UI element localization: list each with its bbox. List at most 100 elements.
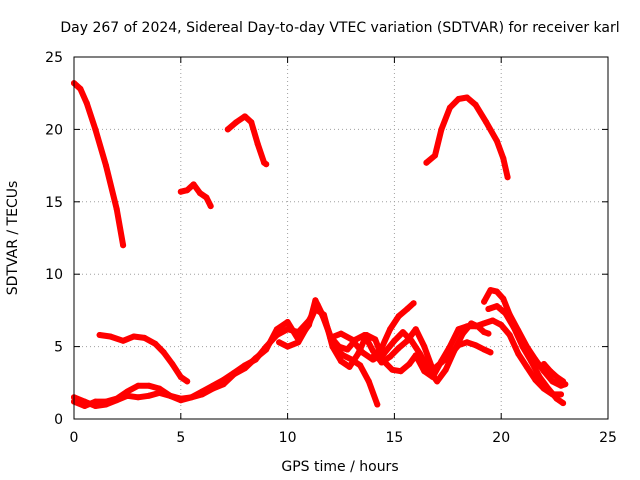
x-tick-label: 0	[70, 430, 79, 446]
y-tick-label: 0	[54, 412, 63, 428]
data-point	[472, 342, 479, 349]
axis-ticks: 0 5 10 15 20 25 0 5 10 15 20 25	[45, 50, 617, 446]
data-point	[357, 362, 364, 369]
data-point	[77, 85, 84, 92]
data-point	[459, 330, 466, 337]
data-point	[553, 395, 560, 402]
data-point	[338, 358, 344, 365]
x-axis-label: GPS time / hours	[281, 459, 398, 475]
data-point	[327, 334, 334, 341]
data-point	[493, 138, 500, 144]
data-point	[493, 303, 500, 310]
series-sat-c	[224, 113, 270, 168]
data-point	[481, 346, 488, 353]
data-point	[306, 320, 312, 327]
data-point	[434, 378, 441, 385]
x-tick-label: 20	[492, 430, 510, 446]
data-point	[241, 365, 248, 372]
data-point	[464, 339, 470, 346]
plot-frame	[73, 56, 609, 420]
series-sat-g	[71, 297, 494, 409]
data-point	[523, 363, 530, 370]
series-sat-l	[485, 303, 567, 407]
x-tick-label: 15	[385, 430, 403, 446]
y-tick-label: 10	[45, 267, 63, 283]
data-point	[485, 330, 492, 337]
x-tick-label: 5	[176, 430, 185, 446]
data-point	[113, 206, 120, 212]
y-tick-label: 20	[45, 122, 63, 138]
data-point	[81, 398, 88, 405]
data-point	[423, 159, 430, 166]
x-tick-label: 25	[599, 430, 617, 446]
data-point	[167, 392, 174, 399]
data-point	[365, 378, 372, 385]
data-point	[412, 326, 419, 333]
data-point	[141, 334, 148, 341]
data-point	[464, 94, 470, 101]
data-point	[103, 401, 109, 408]
y-axis-label: SDTVAR / TECUs	[5, 181, 21, 296]
data-point	[152, 340, 159, 347]
series-sat-e	[96, 332, 191, 385]
data-point	[276, 339, 283, 346]
data-point	[483, 119, 490, 126]
series-sat-f	[71, 301, 381, 409]
data-point	[190, 181, 197, 188]
data-point	[273, 326, 280, 333]
data-point	[92, 126, 99, 133]
data-point	[395, 313, 402, 320]
data-point	[560, 378, 567, 385]
data-point	[485, 306, 492, 312]
data-point	[410, 300, 417, 307]
data-point	[395, 345, 402, 351]
data-point	[380, 350, 387, 357]
data-point	[124, 392, 131, 399]
data-point	[500, 295, 507, 302]
data-point	[295, 339, 302, 346]
data-point	[487, 287, 494, 294]
data-point	[519, 343, 526, 350]
data-point	[472, 101, 479, 108]
data-point	[177, 188, 184, 195]
data-point	[96, 332, 103, 338]
data-point	[184, 378, 191, 385]
data-point	[248, 119, 255, 126]
data-point	[387, 326, 394, 333]
data-point	[188, 394, 195, 401]
data-point	[145, 392, 152, 399]
series-sat-a	[71, 80, 127, 249]
data-point	[372, 336, 379, 343]
data-point	[92, 403, 99, 409]
data-point	[145, 382, 152, 389]
data-point	[169, 361, 176, 367]
data-point	[532, 376, 539, 383]
data-point	[199, 391, 206, 398]
data-point	[160, 349, 167, 356]
data-point	[233, 119, 240, 126]
data-point	[177, 397, 184, 404]
data-point	[500, 155, 507, 162]
data-point	[438, 358, 445, 365]
y-tick-label: 25	[45, 50, 63, 66]
data-point	[338, 330, 344, 337]
data-point	[156, 385, 163, 392]
data-point	[329, 343, 336, 350]
data-point	[417, 350, 423, 357]
data-point	[425, 366, 432, 373]
data-point	[389, 366, 396, 373]
data-point	[83, 100, 90, 107]
data-point	[487, 349, 494, 356]
data-point	[528, 358, 535, 365]
data-point	[399, 329, 406, 336]
series-sat-m	[540, 361, 567, 385]
data-point	[209, 385, 216, 392]
data-point	[511, 324, 517, 331]
data-point	[468, 320, 475, 327]
data-point	[446, 343, 453, 350]
y-tick-label: 5	[54, 340, 63, 356]
data-point	[363, 332, 370, 338]
data-point	[224, 126, 231, 133]
data-point	[446, 104, 453, 111]
data-point	[380, 358, 387, 365]
